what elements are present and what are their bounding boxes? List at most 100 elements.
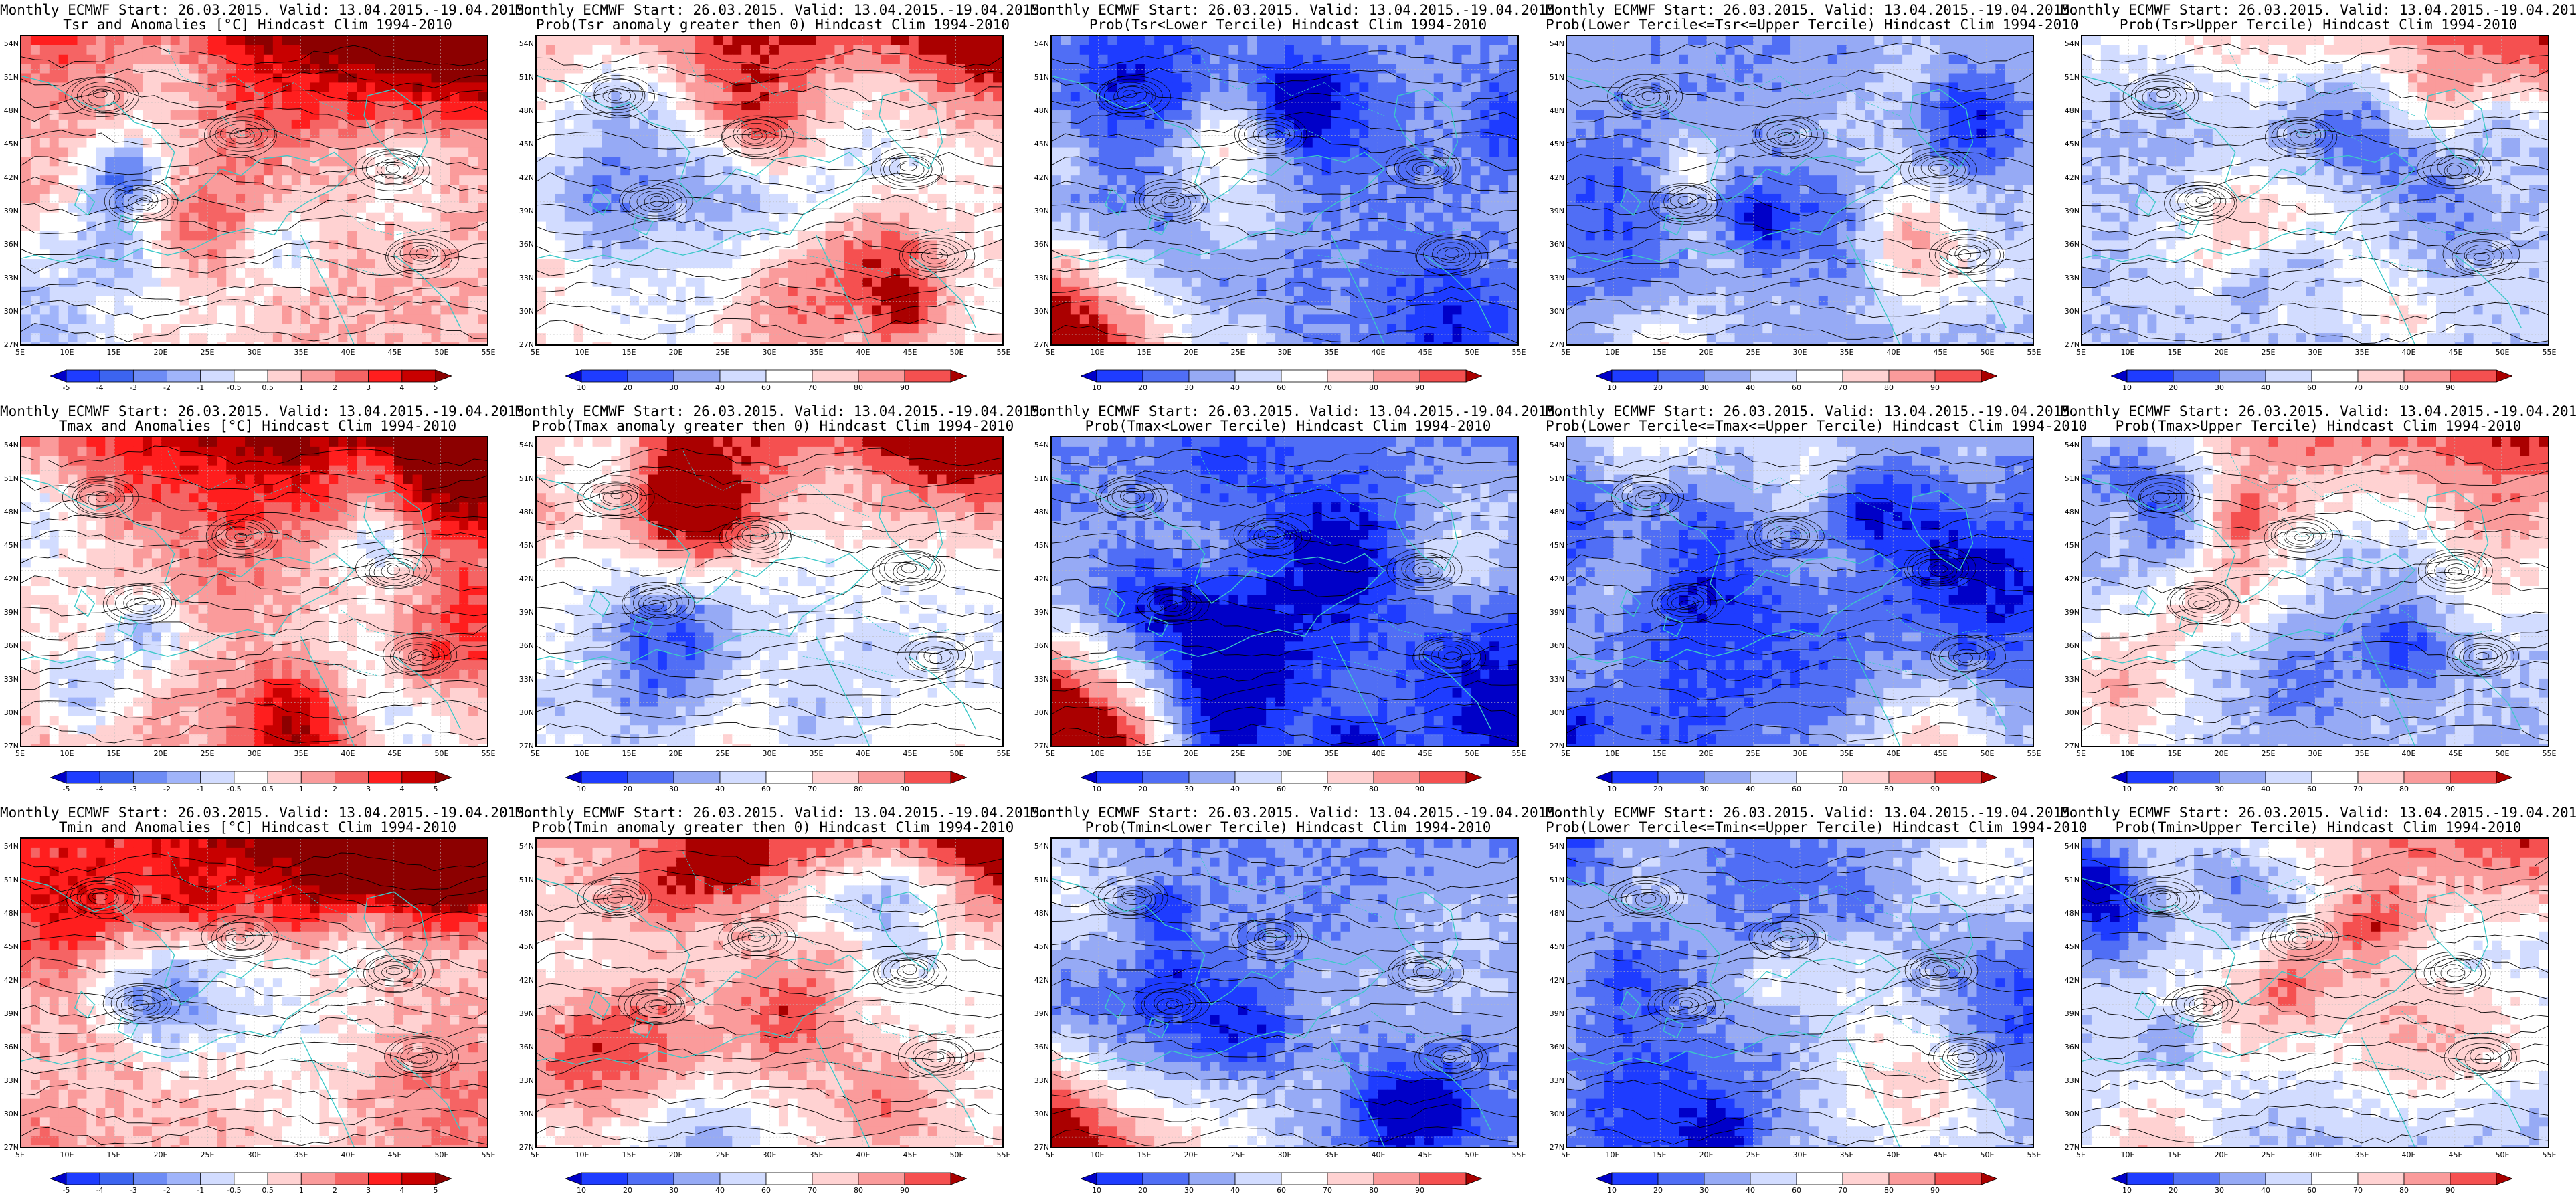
colorbar-tick-label: -2 <box>157 384 177 392</box>
colorbar-labels: 10 20 30 40 60 70 80 90 <box>2111 1187 2512 1196</box>
contour-line <box>1663 186 1712 217</box>
lon-tick-label: 55E <box>994 1151 1014 1159</box>
contour-line <box>1052 641 1517 661</box>
lon-tick-label: 15E <box>1649 1151 1669 1159</box>
lat-tick-label: 36N <box>2062 1043 2080 1051</box>
lat-tick-label: 39N <box>1547 609 1564 616</box>
lat-tick-label: 51N <box>1547 475 1564 482</box>
contour-line <box>1567 1038 2033 1057</box>
contour-line <box>879 551 941 586</box>
contour-line <box>368 956 418 987</box>
shaded-field <box>2082 437 2548 746</box>
colorbar-tick-label: 70 <box>2348 384 2368 392</box>
colorbar-swatch <box>1704 1172 1751 1185</box>
colorbar-swatch <box>2357 1172 2405 1185</box>
colorbar-tick-label: 60 <box>756 785 776 793</box>
contour-lines <box>1052 447 1517 746</box>
lat-tick-label: 30N <box>1032 1110 1049 1118</box>
contour-line <box>1412 161 1439 176</box>
colorbar-tick-label: -0.5 <box>224 1187 244 1195</box>
contour-line <box>1405 559 1444 583</box>
lat-tick-label: 30N <box>2062 308 2080 315</box>
colorbar-swatch <box>1081 369 1097 383</box>
forecast-map <box>2081 837 2549 1148</box>
colorbar-swatch <box>267 369 302 383</box>
contour-line <box>2082 868 2548 891</box>
colorbar-tick-label: 10 <box>1602 384 1622 392</box>
colorbar-swatch <box>234 369 268 383</box>
lon-tick-label: 45E <box>900 1151 920 1159</box>
colorbar-swatch <box>2265 771 2312 784</box>
contour-line <box>537 172 1002 193</box>
contour-line <box>896 637 974 679</box>
lat-tick-label: 51N <box>2062 475 2080 482</box>
lon-tick-label: 45E <box>385 1151 405 1159</box>
lat-tick-label: 51N <box>1547 876 1564 884</box>
contour-line <box>205 514 279 559</box>
lat-tick-label: 42N <box>517 977 534 984</box>
contour-line <box>2082 1100 2548 1122</box>
colorbar-tick-label: 20 <box>618 785 638 793</box>
lat-tick-label: 45N <box>2062 943 2080 950</box>
lon-tick-label: 30E <box>759 348 779 356</box>
lon-tick-label: 20E <box>666 1151 686 1159</box>
colorbar-swatch <box>1142 1172 1190 1185</box>
map-panel: Monthly ECMWF Start: 26.03.2015. Valid: … <box>1546 0 2079 401</box>
lon-tick-label: 10E <box>1602 348 1623 356</box>
lon-tick-label: 15E <box>1134 348 1154 356</box>
colorbar-swatch <box>1934 369 1982 383</box>
contour-line <box>21 239 487 258</box>
contour-line <box>108 185 174 220</box>
contour-line <box>385 235 460 279</box>
lat-tick-label: 48N <box>1 508 19 516</box>
lon-tick-label: 5E <box>525 750 545 757</box>
lat-tick-label: 39N <box>2062 609 2080 616</box>
lon-tick-label: 40E <box>853 750 873 757</box>
contour-line <box>722 118 787 155</box>
map-panel: Monthly ECMWF Start: 26.03.2015. Valid: … <box>515 401 1048 803</box>
lat-tick-label: 36N <box>517 1043 534 1051</box>
colorbar-swatch <box>1704 369 1751 383</box>
contour-line <box>1953 649 1981 666</box>
contour-line <box>381 563 410 580</box>
lat-tick-label: 54N <box>2062 40 2080 47</box>
colorbar-swatch <box>401 771 436 784</box>
contour-line <box>362 150 424 185</box>
contour-line <box>1567 617 2033 639</box>
contour-line <box>354 148 430 191</box>
panel-title-line1: Monthly ECMWF Start: 26.03.2015. Valid: … <box>0 404 533 419</box>
colorbar-tick-label: 20 <box>1648 384 1668 392</box>
panel-title-line1: Monthly ECMWF Start: 26.03.2015. Valid: … <box>515 404 1048 419</box>
lon-tick-label: 25E <box>1743 348 1763 356</box>
lat-tick-label: 45N <box>2062 140 2080 148</box>
contour-line <box>1931 565 1948 573</box>
lon-tick-label: 50E <box>432 1151 452 1159</box>
lon-tick-label: 30E <box>244 348 264 356</box>
contour-line <box>537 1122 1002 1144</box>
contour-line <box>2082 449 2548 470</box>
contour-line <box>1567 492 2033 513</box>
panel-title-line2: Tmin and Anomalies [°C] Hindcast Clim 19… <box>0 820 515 835</box>
contour-line <box>899 162 917 171</box>
contour-line <box>2163 985 2240 1027</box>
contour-line <box>537 661 1002 683</box>
contour-line <box>1052 324 1517 344</box>
contour-line <box>1754 920 1818 958</box>
colorbar-swatch <box>1373 369 1420 383</box>
contour-line <box>1773 128 1800 145</box>
contour-line <box>1567 111 2033 133</box>
panel-title-line1: Monthly ECMWF Start: 26.03.2015. Valid: … <box>0 3 533 17</box>
contour-line <box>1412 562 1440 577</box>
lon-tick-label: 15E <box>2165 348 2185 356</box>
contour-line <box>21 1083 487 1104</box>
lon-tick-label: 30E <box>1275 750 1295 757</box>
contour-line <box>1096 76 1171 118</box>
lon-tick-label: 5E <box>2071 1151 2091 1159</box>
contour-line <box>1677 196 1693 205</box>
colorbar-tick-label: 20 <box>2163 384 2183 392</box>
contour-line <box>1052 934 1517 955</box>
country-borders <box>1713 450 1980 677</box>
contour-line <box>72 480 134 516</box>
lon-tick-label: 50E <box>1977 1151 1997 1159</box>
contour-line <box>1748 916 1827 958</box>
